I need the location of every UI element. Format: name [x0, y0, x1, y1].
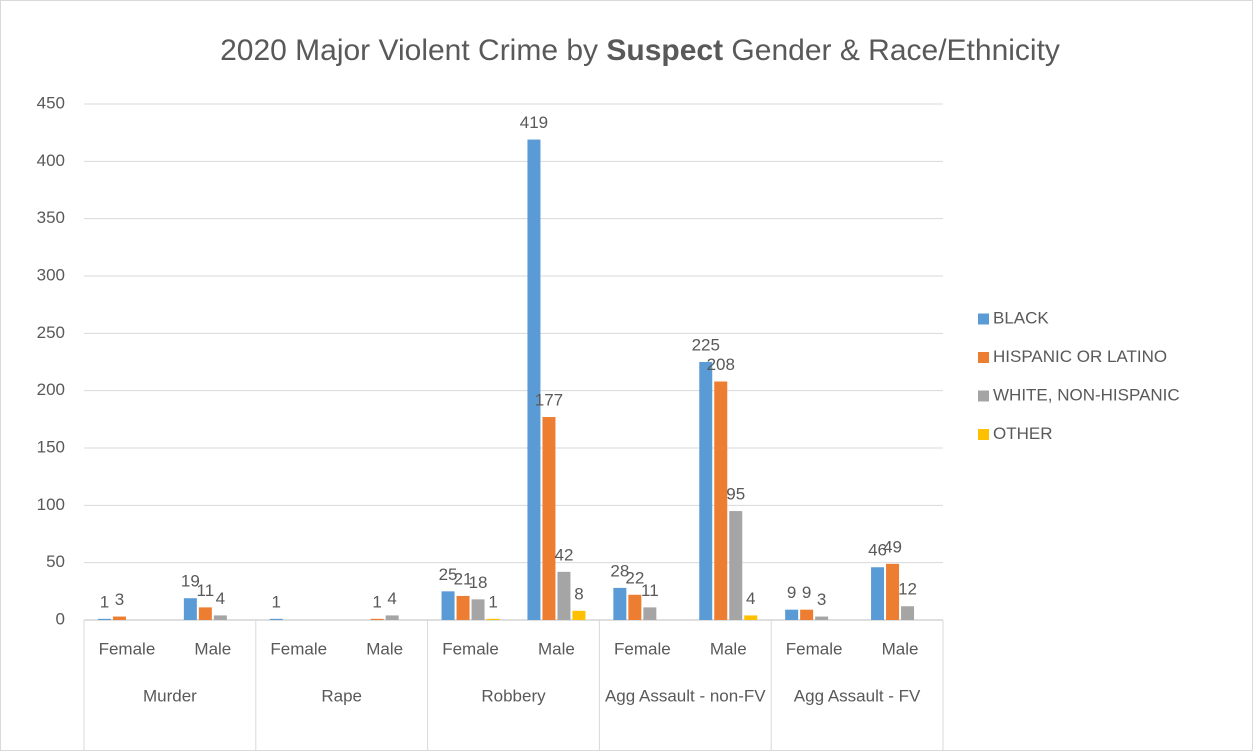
legend-swatch — [978, 352, 989, 363]
bar — [183, 598, 197, 620]
bar — [628, 594, 642, 620]
bar — [385, 615, 399, 620]
bar — [456, 595, 470, 620]
bar — [97, 618, 111, 620]
bar — [112, 616, 126, 620]
bar — [785, 609, 799, 620]
data-label: 25 — [439, 565, 458, 584]
bar — [198, 607, 212, 620]
data-label: 49 — [883, 537, 902, 556]
data-label: 3 — [115, 590, 124, 609]
data-label: 28 — [610, 561, 629, 580]
legend-label: HISPANIC OR LATINO — [993, 347, 1167, 366]
bar — [643, 607, 657, 620]
bar — [213, 615, 227, 620]
data-label: 1 — [100, 592, 109, 611]
data-label: 11 — [641, 581, 659, 600]
group-label: Murder — [143, 686, 197, 705]
data-label: 12 — [898, 580, 917, 599]
group-label: Rape — [321, 686, 362, 705]
x-tick-label: Male — [538, 639, 575, 658]
x-tick-label: Male — [366, 639, 403, 658]
bar — [744, 615, 758, 620]
data-label: 1 — [372, 592, 381, 611]
data-label: 19 — [181, 572, 200, 591]
x-tick-label: Female — [99, 639, 156, 658]
y-tick-label: 150 — [37, 437, 65, 456]
title-part: Gender & Race/Ethnicity — [723, 34, 1060, 67]
bar — [800, 609, 814, 620]
data-label: 4 — [387, 589, 396, 608]
data-label: 42 — [554, 545, 573, 564]
x-tick-label: Male — [882, 639, 919, 658]
group-label: Robbery — [481, 686, 546, 705]
x-tick-label: Male — [710, 639, 747, 658]
data-label: 11 — [197, 581, 215, 600]
legend-label: BLACK — [993, 308, 1049, 327]
bar — [699, 362, 713, 620]
data-label: 9 — [802, 583, 811, 602]
bar — [542, 417, 556, 620]
y-tick-label: 250 — [37, 323, 65, 342]
y-tick-label: 400 — [37, 151, 65, 170]
legend-swatch — [978, 429, 989, 440]
title-part: Suspect — [606, 34, 723, 67]
y-tick-label: 450 — [37, 93, 65, 112]
group-label: Agg Assault - FV — [794, 686, 921, 705]
legend-label: OTHER — [993, 424, 1053, 443]
data-label: 46 — [868, 541, 887, 560]
chart-title: 2020 Major Violent Crime by Suspect Gend… — [220, 34, 1060, 67]
data-label: 4 — [216, 589, 225, 608]
legend-label: WHITE, NON-HISPANIC — [993, 385, 1180, 404]
data-label: 3 — [817, 590, 826, 609]
y-tick-label: 300 — [37, 265, 65, 284]
y-tick-label: 200 — [37, 380, 65, 399]
bar — [572, 610, 586, 620]
legend-swatch — [978, 313, 989, 325]
bar — [471, 599, 485, 620]
data-label: 95 — [726, 485, 745, 504]
x-tick-label: Female — [270, 639, 327, 658]
bar — [886, 563, 900, 620]
title-part: 2020 Major Violent Crime by — [220, 34, 606, 67]
bar — [527, 139, 541, 620]
bar — [269, 618, 283, 620]
y-tick-label: 50 — [46, 552, 65, 571]
bar — [901, 606, 915, 620]
data-label: 177 — [535, 391, 563, 410]
bar — [714, 381, 728, 620]
bar — [486, 618, 500, 620]
data-label: 1 — [272, 592, 281, 611]
x-tick-label: Male — [194, 639, 231, 658]
y-tick-label: 100 — [37, 495, 65, 514]
bar — [370, 618, 384, 620]
legend-swatch — [978, 390, 989, 402]
data-label: 8 — [574, 584, 583, 603]
data-label: 1 — [488, 592, 497, 611]
bar — [557, 571, 571, 620]
x-tick-label: Female — [614, 639, 671, 658]
bar — [613, 587, 627, 620]
group-label: Agg Assault - non-FV — [605, 686, 766, 705]
bar — [815, 616, 829, 620]
data-label: 9 — [787, 583, 796, 602]
data-label: 419 — [520, 113, 548, 132]
y-tick-label: 0 — [56, 609, 65, 628]
data-label: 21 — [454, 569, 473, 588]
bar — [871, 567, 885, 620]
y-tick-label: 350 — [37, 208, 65, 227]
data-label: 4 — [746, 589, 755, 608]
data-label: 18 — [469, 573, 488, 592]
x-tick-label: Female — [442, 639, 499, 658]
data-label: 22 — [625, 568, 644, 587]
data-label: 208 — [707, 355, 735, 374]
x-tick-label: Female — [786, 639, 843, 658]
data-label: 225 — [692, 335, 720, 354]
bar — [729, 511, 743, 620]
bar — [441, 591, 455, 620]
